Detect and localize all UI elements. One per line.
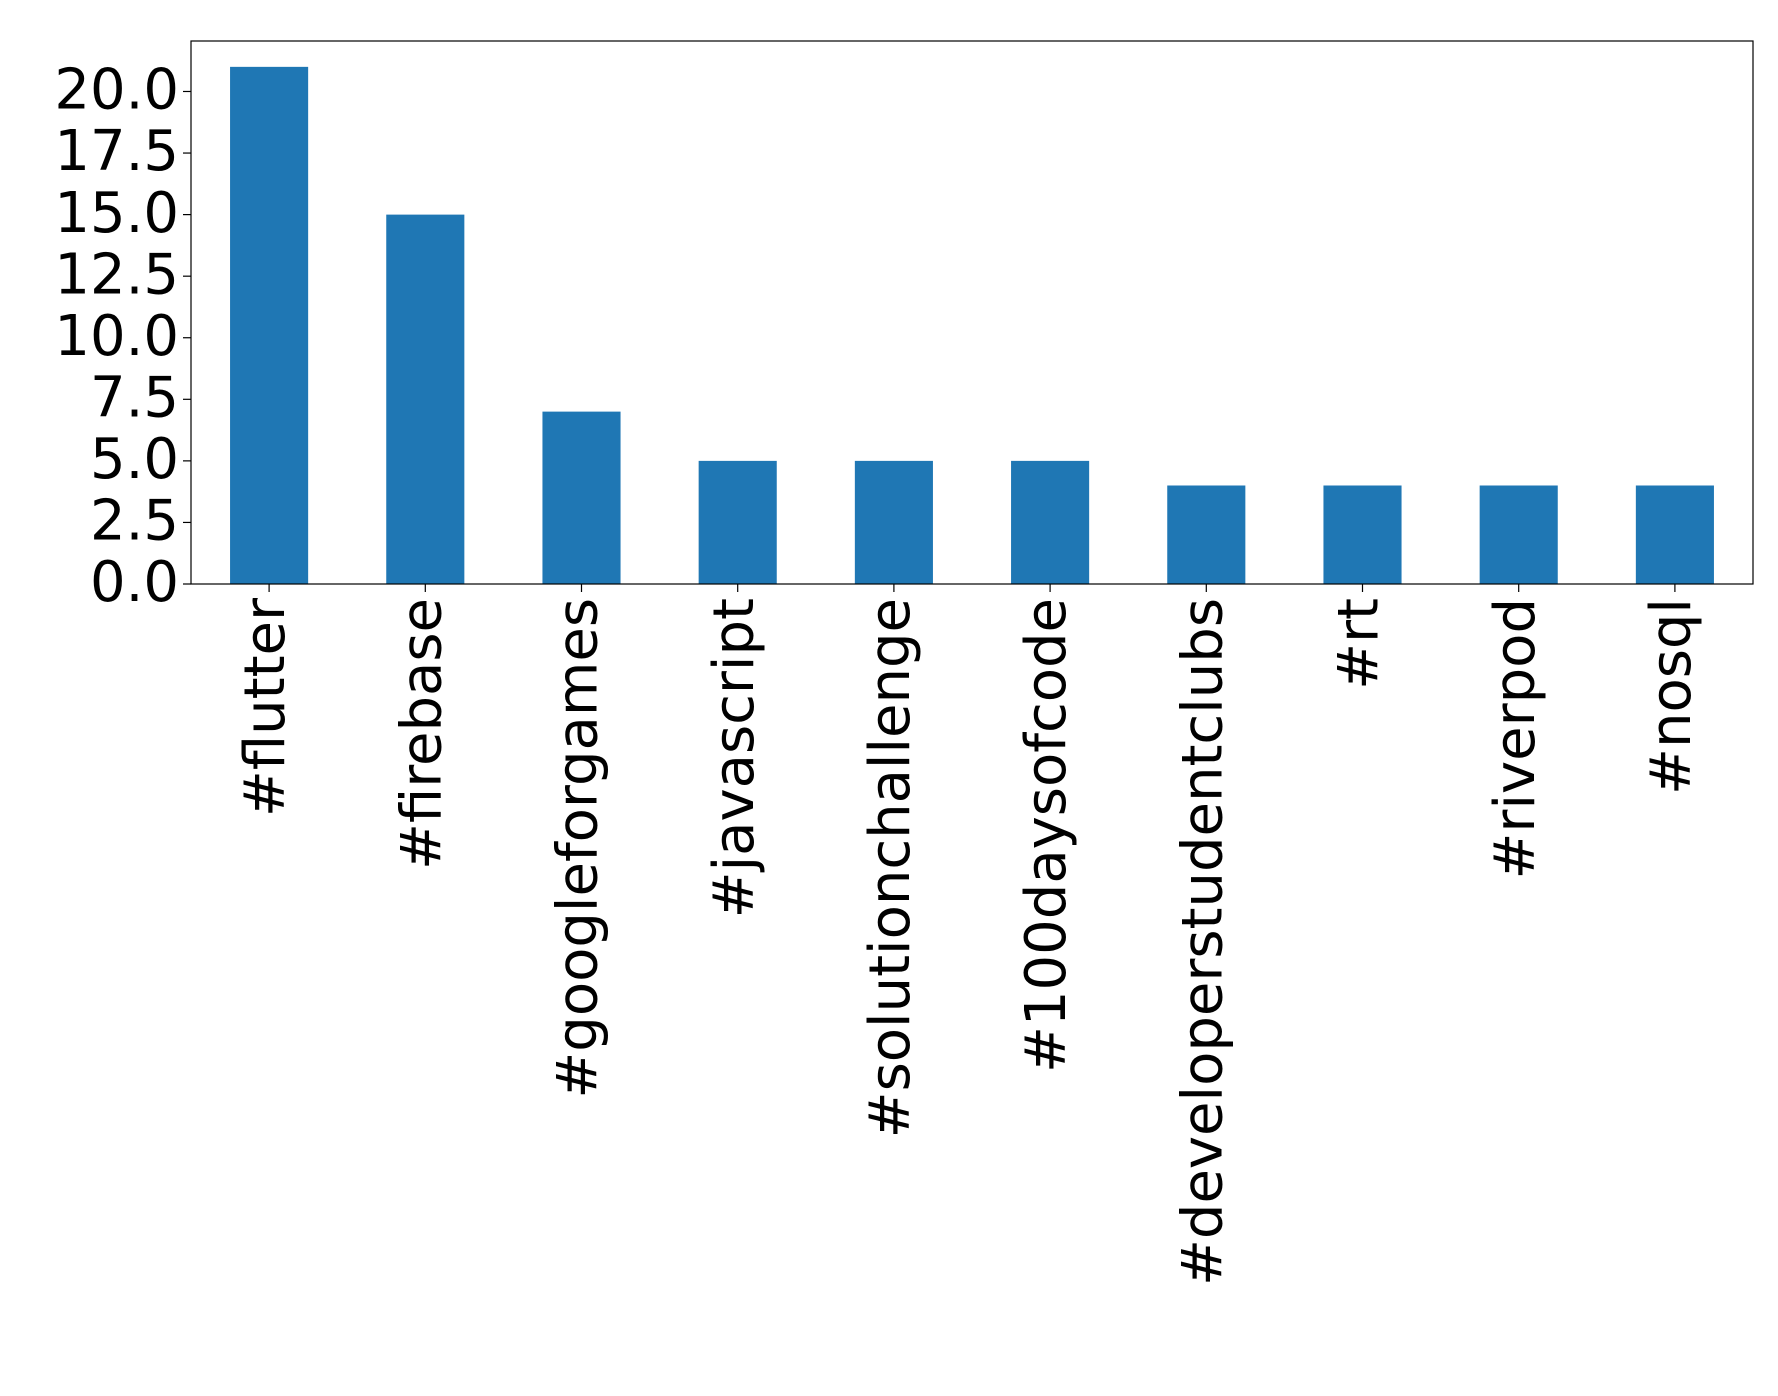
bar: [854, 460, 933, 584]
bar: [1635, 485, 1714, 584]
x-tick-label: #javascript: [702, 598, 767, 918]
x-tick-label: #100daysofcode: [1014, 598, 1079, 1073]
y-tick-label: 5.0: [90, 427, 179, 492]
x-tick-label: #firebase: [389, 598, 454, 870]
x-tick-label: #solutionchallenge: [858, 598, 923, 1138]
y-tick-label: 12.5: [54, 242, 179, 307]
y-tick-label: 15.0: [54, 181, 179, 246]
bar: [1167, 485, 1246, 584]
bar: [1323, 485, 1402, 584]
bar: [230, 66, 309, 585]
y-tick-label: 7.5: [90, 365, 179, 430]
plot-frame: [190, 40, 1754, 585]
bar: [1011, 460, 1090, 584]
y-tick-label: 20.0: [54, 58, 179, 123]
bar: [386, 214, 465, 584]
bar: [698, 460, 777, 584]
x-tick-label: #flutter: [233, 597, 298, 817]
bar: [1479, 485, 1558, 584]
y-tick-label: 0.0: [90, 550, 179, 615]
x-tick-label: #googleforgames: [546, 598, 611, 1099]
x-tick-label: #developerstudentclubs: [1170, 598, 1235, 1286]
y-tick-label: 17.5: [54, 119, 179, 184]
x-tick-label: #riverpod: [1483, 598, 1548, 879]
x-tick-label: #nosql: [1639, 598, 1704, 795]
y-tick-label: 2.5: [90, 489, 179, 554]
x-tick-label: #rt: [1327, 598, 1392, 690]
y-tick-label: 10.0: [54, 304, 179, 369]
bar: [542, 411, 621, 584]
